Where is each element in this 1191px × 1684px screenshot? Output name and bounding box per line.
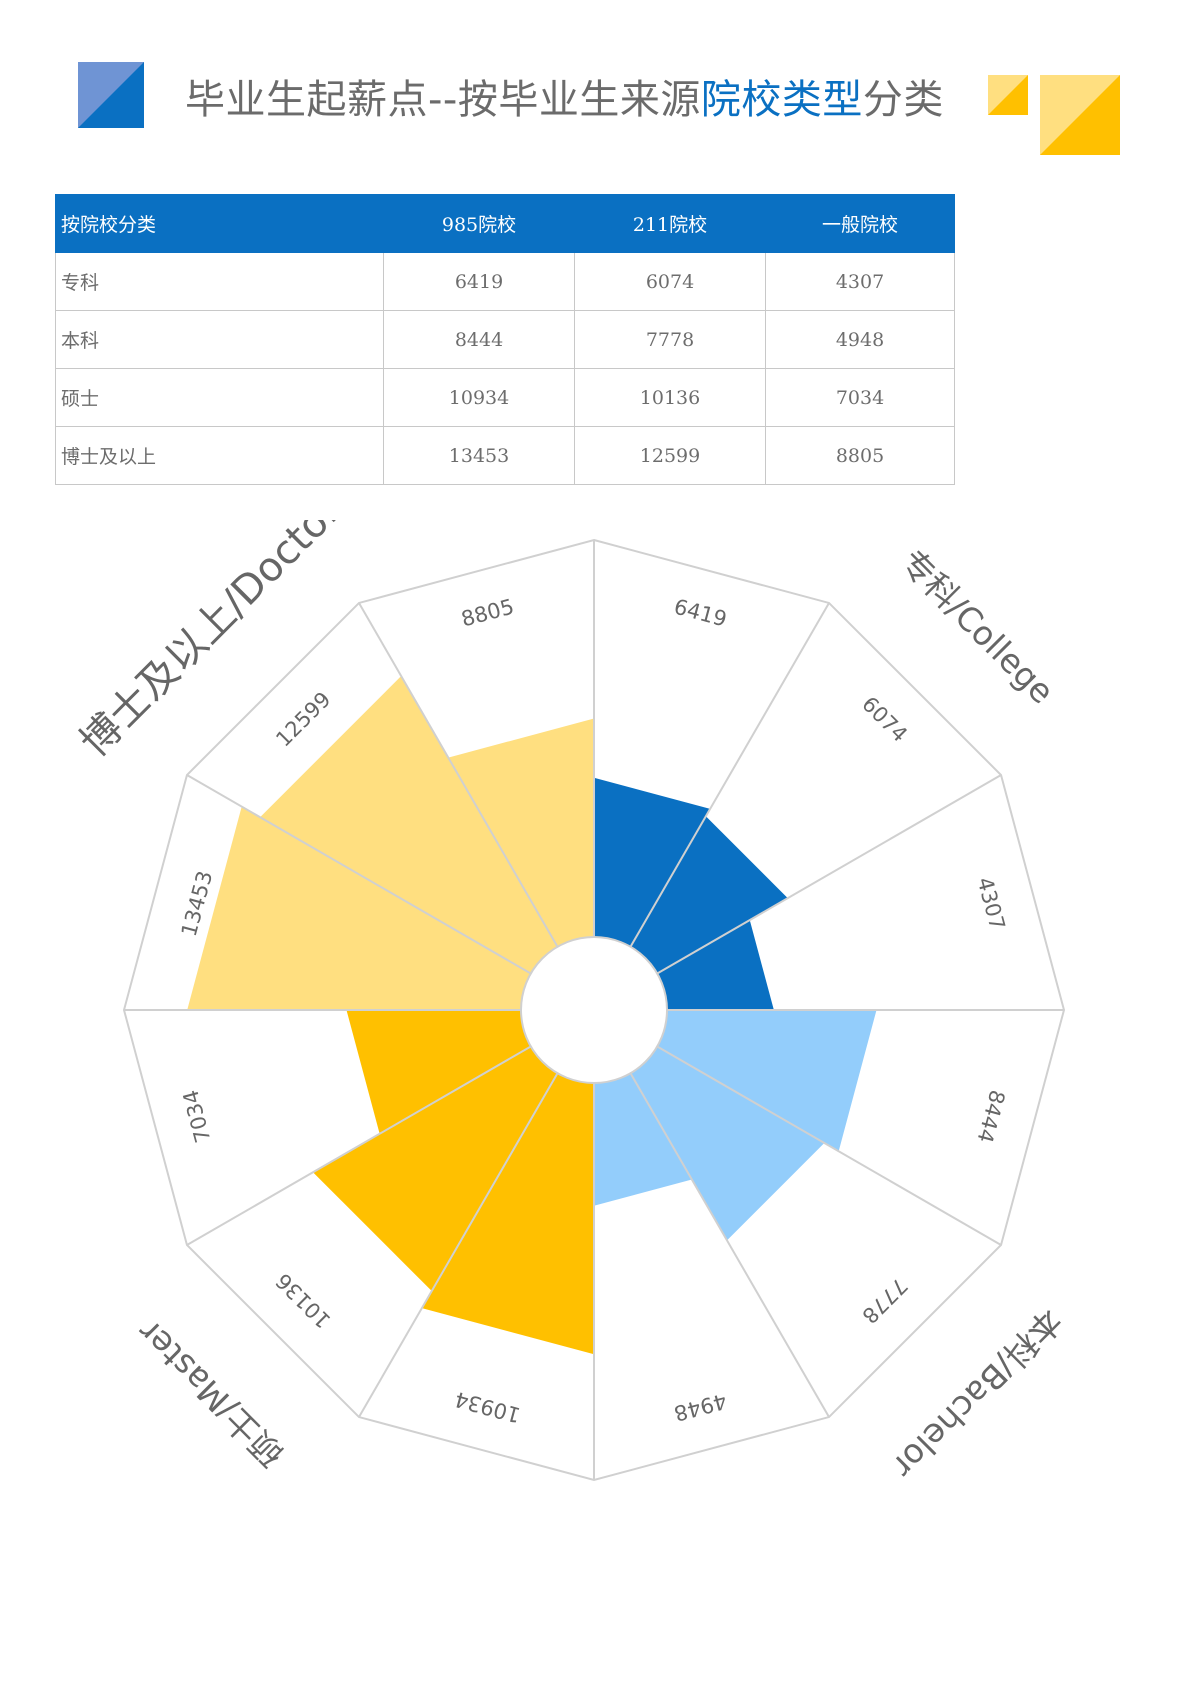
value-label: 8444 bbox=[972, 1087, 1009, 1145]
cell-value: 13453 bbox=[383, 426, 575, 485]
table-header-211: 211院校 bbox=[574, 194, 766, 253]
value-label: 12599 bbox=[271, 687, 335, 751]
row-category: 博士及以上 bbox=[55, 426, 384, 485]
cell-value: 4307 bbox=[765, 252, 955, 311]
sector-bar bbox=[594, 777, 711, 947]
cell-value: 7034 bbox=[765, 368, 955, 427]
table-row: 专科 6419 6074 4307 bbox=[55, 252, 955, 311]
table-header-row: 按院校分类 985院校 211院校 一般院校 bbox=[55, 194, 955, 253]
value-label: 8805 bbox=[459, 594, 517, 631]
row-category: 本科 bbox=[55, 310, 384, 369]
radial-divider bbox=[358, 602, 559, 948]
sector-bar bbox=[346, 1010, 531, 1134]
sector-bar bbox=[260, 676, 558, 974]
sector-bar bbox=[594, 1073, 692, 1206]
title-right-decoration-large bbox=[1040, 75, 1120, 155]
value-label: 10136 bbox=[271, 1269, 335, 1333]
radial-divider bbox=[629, 1072, 830, 1418]
row-category: 硕士 bbox=[55, 368, 384, 427]
radial-divider bbox=[358, 1072, 559, 1418]
value-label: 7034 bbox=[178, 1087, 215, 1145]
cell-value: 10136 bbox=[574, 368, 766, 427]
group-label: 硕士/Master bbox=[130, 1312, 292, 1474]
sector-bar bbox=[312, 1046, 558, 1292]
sector-bar bbox=[187, 806, 531, 1010]
page-title-main: 毕业生起薪点--按毕业生来源 bbox=[185, 77, 701, 123]
value-label: 10934 bbox=[452, 1387, 523, 1427]
cell-value: 8805 bbox=[765, 426, 955, 485]
title-row: 毕业生起薪点--按毕业生来源院校类型分类 bbox=[0, 0, 1191, 170]
page-title: 毕业生起薪点--按毕业生来源院校类型分类 bbox=[185, 70, 944, 130]
radial-divider bbox=[656, 1045, 1002, 1246]
cell-value: 4948 bbox=[765, 310, 955, 369]
table-header-general: 一般院校 bbox=[765, 194, 955, 253]
value-label: 6074 bbox=[857, 692, 912, 747]
radial-divider bbox=[656, 774, 1002, 975]
cell-value: 6419 bbox=[383, 252, 575, 311]
table-row: 硕士 10934 10136 7034 bbox=[55, 368, 955, 427]
table-header-985: 985院校 bbox=[383, 194, 575, 253]
radial-divider bbox=[629, 602, 830, 948]
sector-bar bbox=[630, 816, 788, 974]
sector-bar bbox=[657, 1010, 877, 1152]
sector-bar bbox=[448, 718, 594, 947]
title-left-decoration bbox=[78, 62, 144, 128]
sector-bar bbox=[630, 1046, 825, 1241]
table-row: 博士及以上 13453 12599 8805 bbox=[55, 426, 955, 485]
value-label: 6419 bbox=[671, 594, 729, 631]
table-header-category: 按院校分类 bbox=[55, 194, 384, 253]
table-row: 本科 8444 7778 4948 bbox=[55, 310, 955, 369]
cell-value: 6074 bbox=[574, 252, 766, 311]
sector-bar bbox=[421, 1073, 594, 1355]
sector-bar bbox=[657, 920, 774, 1010]
group-label: 专科/College bbox=[893, 542, 1062, 711]
title-right-decoration-small bbox=[988, 75, 1028, 115]
cell-value: 8444 bbox=[383, 310, 575, 369]
value-label: 4307 bbox=[972, 875, 1009, 933]
center-hole bbox=[520, 936, 668, 1084]
cell-value: 10934 bbox=[383, 368, 575, 427]
page-title-suffix: 分类 bbox=[862, 77, 944, 123]
value-label: 7778 bbox=[857, 1273, 912, 1328]
radial-divider bbox=[186, 774, 532, 975]
row-category: 专科 bbox=[55, 252, 384, 311]
group-label: 本科/Bachelor bbox=[885, 1301, 1070, 1486]
cell-value: 7778 bbox=[574, 310, 766, 369]
radial-divider bbox=[186, 1045, 532, 1246]
page-title-highlight: 院校类型 bbox=[700, 77, 863, 123]
cell-value: 12599 bbox=[574, 426, 766, 485]
salary-table: 按院校分类 985院校 211院校 一般院校 专科 6419 6074 4307… bbox=[55, 194, 955, 485]
value-label: 4948 bbox=[671, 1388, 729, 1425]
polar-bar-chart: 6419607443078444777849481093410136703413… bbox=[72, 520, 1070, 1486]
